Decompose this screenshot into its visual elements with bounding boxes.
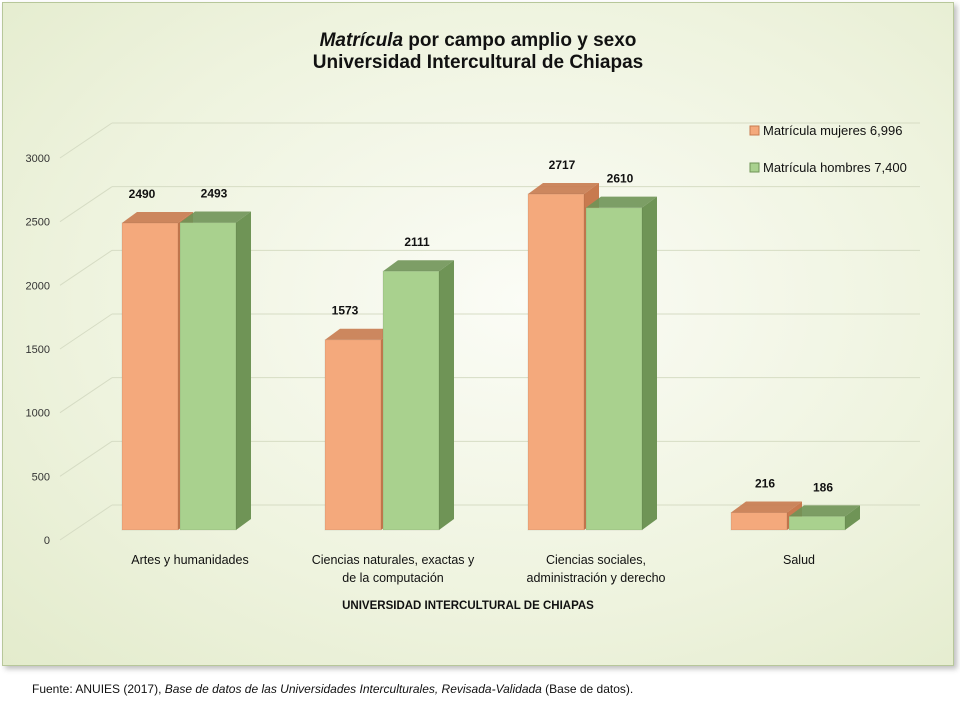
bar-side — [845, 505, 860, 530]
bar-top — [325, 328, 396, 340]
bar-top — [383, 260, 454, 272]
bar-chart: 0 500 1000 1500 2000 2500 3000 2490 2493 Artes y … — [26, 122, 920, 612]
data-label: 186 — [813, 480, 833, 494]
x-tick-label: Artes y humanidades — [131, 553, 248, 567]
data-label: 2717 — [549, 158, 576, 172]
bar-top — [122, 211, 193, 223]
bar-mujeres — [121, 222, 179, 531]
bar-top — [789, 505, 860, 517]
bar-top — [586, 196, 657, 208]
x-tick-label: de la computación — [342, 571, 444, 585]
data-label: 2490 — [129, 187, 156, 201]
x-axis-title: UNIVERSIDAD INTERCULTURAL DE CHIAPAS — [342, 600, 594, 612]
bar-side — [236, 211, 251, 531]
data-label: 2493 — [201, 187, 228, 201]
bar-side — [642, 196, 657, 530]
bar-mujeres — [527, 193, 585, 531]
gridline-diagonal — [59, 122, 113, 159]
y-tick-label: 1500 — [26, 344, 50, 356]
y-tick-label: 1000 — [26, 408, 50, 420]
gridline-diagonal — [59, 377, 113, 414]
legend-label: Matrícula mujeres 6,996 — [763, 123, 902, 138]
chart-subtitle: Universidad Intercultural de Chiapas — [312, 52, 644, 73]
bar-mujeres — [324, 339, 382, 531]
gridline-diagonal — [59, 186, 113, 223]
bar-hombres — [788, 515, 846, 531]
x-tick-label: Ciencias sociales, — [546, 553, 646, 567]
y-tick-label: 2000 — [26, 280, 50, 292]
y-tick-label: 2500 — [26, 217, 50, 229]
y-tick-label: 0 — [44, 535, 50, 547]
source-italic: Base de datos de las Universidades Inter… — [164, 682, 542, 696]
source-prefix: Fuente: ANUIES (2017), — [32, 682, 165, 696]
bar-top — [180, 211, 251, 223]
bar-hombres — [585, 207, 643, 531]
chart-title: Matrícula por campo amplio y sexo Univer… — [0, 30, 956, 74]
legend-swatch — [749, 162, 760, 173]
bar-top — [528, 183, 599, 195]
source-note: Fuente: ANUIES (2017), Base de datos de … — [32, 682, 633, 696]
gridline-diagonal — [59, 440, 113, 477]
legend-label: Matrícula hombres 7,400 — [763, 160, 907, 175]
x-tick-label: administración y derecho — [527, 571, 666, 585]
gridline-diagonal — [59, 249, 113, 286]
bar-mujeres — [730, 511, 788, 531]
bar-hombres — [179, 222, 237, 531]
data-label: 216 — [755, 476, 775, 490]
chart-title-italic: Matrícula — [319, 30, 404, 51]
bar-hombres — [382, 270, 440, 531]
legend-swatch — [749, 125, 760, 136]
chart-title-rest: por campo amplio y sexo — [403, 30, 637, 51]
y-tick-label: 3000 — [26, 153, 50, 165]
x-tick-label: Ciencias naturales, exactas y — [312, 553, 475, 567]
y-tick-label: 500 — [32, 471, 50, 483]
data-label: 2111 — [404, 235, 430, 249]
bar-top — [731, 501, 802, 513]
gridline-diagonal — [59, 504, 113, 541]
data-label: 2610 — [607, 172, 634, 186]
source-suffix: (Base de datos). — [541, 682, 634, 696]
x-tick-label: Salud — [783, 553, 815, 567]
gridline-diagonal — [59, 313, 113, 350]
bar-side — [439, 260, 454, 530]
data-label: 1573 — [332, 304, 359, 318]
